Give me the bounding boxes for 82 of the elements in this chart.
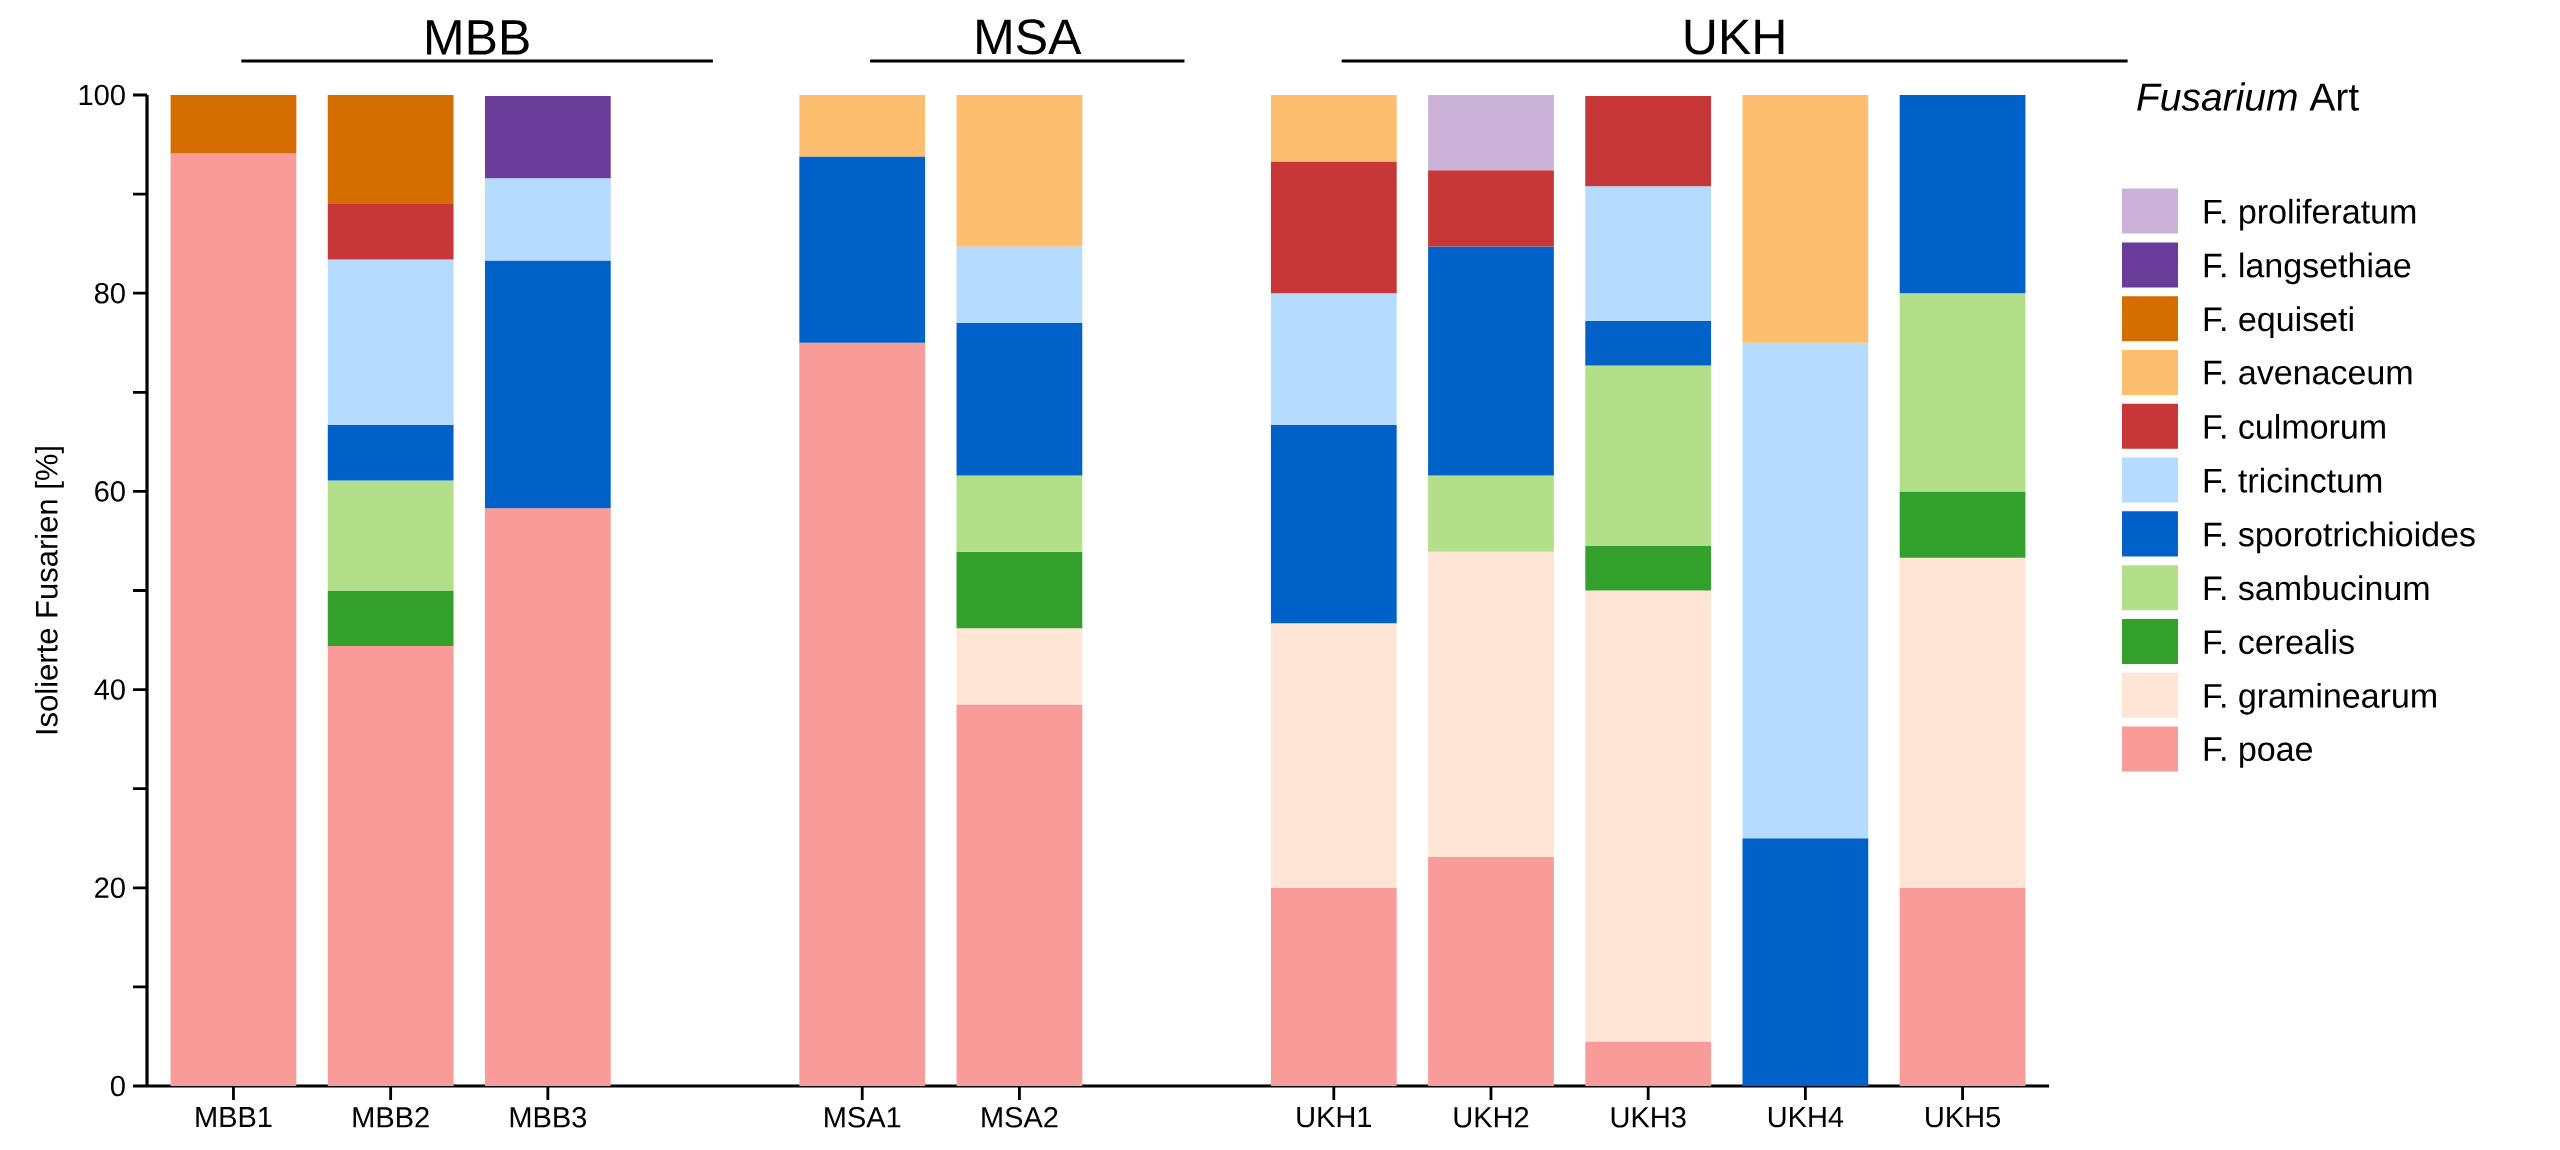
bar bbox=[1899, 491, 2026, 558]
legend-label: F. langsethiae bbox=[2204, 252, 2411, 285]
bar bbox=[1270, 424, 1397, 624]
bar bbox=[1270, 161, 1397, 294]
bar bbox=[799, 94, 926, 157]
bar bbox=[956, 322, 1083, 476]
x-tick-label: UKH4 bbox=[1768, 1107, 1844, 1128]
bar bbox=[1428, 246, 1554, 476]
bar bbox=[956, 704, 1083, 1086]
bar bbox=[327, 590, 454, 646]
legend-label: F. equiseti bbox=[2204, 306, 2353, 339]
bar bbox=[956, 475, 1083, 552]
bar bbox=[1585, 545, 1712, 591]
legend-label: F. sporotrichioides bbox=[2204, 521, 2475, 554]
bar bbox=[484, 95, 611, 179]
legend-label: F. poae bbox=[2204, 737, 2313, 768]
bar bbox=[1899, 557, 2026, 888]
bar bbox=[327, 424, 454, 481]
bar bbox=[1585, 365, 1712, 546]
bar bbox=[1428, 551, 1554, 858]
legend-label: F. avenaceum bbox=[2204, 360, 2412, 385]
x-tick-label: MSA1 bbox=[825, 1107, 901, 1128]
bar bbox=[1270, 887, 1397, 1086]
legend-label: F. sambucinum bbox=[2204, 575, 2429, 601]
bar bbox=[1585, 590, 1712, 1042]
y-tick-label: 100 bbox=[79, 84, 125, 106]
bar bbox=[1585, 1041, 1712, 1086]
bar bbox=[170, 153, 297, 1086]
bar bbox=[1585, 186, 1712, 321]
bar bbox=[1428, 94, 1554, 171]
bar bbox=[956, 246, 1083, 323]
bar bbox=[956, 628, 1083, 705]
bar bbox=[799, 342, 926, 1086]
y-tick-label: 20 bbox=[95, 877, 125, 899]
bar bbox=[327, 259, 454, 425]
x-tick-label: UKH1 bbox=[1297, 1107, 1372, 1128]
x-tick-label: MBB1 bbox=[196, 1107, 272, 1127]
bar bbox=[799, 156, 926, 343]
bar bbox=[484, 508, 611, 1086]
x-tick-label: MBB2 bbox=[353, 1107, 429, 1128]
x-tick-label: UKH5 bbox=[1926, 1107, 2001, 1128]
bar bbox=[327, 203, 454, 260]
bar bbox=[1428, 475, 1554, 552]
bar bbox=[1899, 94, 2026, 294]
bar bbox=[956, 551, 1083, 629]
bar bbox=[1899, 887, 2026, 1086]
bar bbox=[1585, 320, 1712, 366]
bar bbox=[1742, 94, 1869, 343]
y-tick-label: 40 bbox=[94, 679, 125, 700]
bar bbox=[327, 645, 454, 1086]
y-tick-label: 60 bbox=[95, 481, 125, 502]
legend-label: F. culmorum bbox=[2204, 413, 2385, 439]
bar bbox=[170, 94, 297, 154]
bar bbox=[1270, 623, 1397, 888]
bar bbox=[484, 260, 611, 509]
legend-label: F. proliferatum bbox=[2204, 198, 2416, 231]
x-tick-label: UKH2 bbox=[1454, 1107, 1529, 1128]
text: MSA bbox=[977, 19, 1082, 55]
bar bbox=[1585, 95, 1712, 187]
legend-label: F. graminearum bbox=[2204, 682, 2436, 715]
bar bbox=[1428, 170, 1554, 247]
bar bbox=[1428, 857, 1554, 1086]
legend-title: Fusarium Art bbox=[2137, 82, 2359, 111]
bar bbox=[327, 480, 454, 591]
y-axis-title: Isolierte Fusarien [%] bbox=[34, 447, 64, 734]
legend-label: F. tricinctum bbox=[2204, 467, 2382, 493]
bar bbox=[484, 178, 611, 261]
x-tick-label: MBB3 bbox=[510, 1107, 587, 1128]
x-tick-label: MSA2 bbox=[982, 1107, 1058, 1128]
bar bbox=[327, 94, 454, 204]
y-tick-label: 0 bbox=[110, 1075, 125, 1097]
legend-label: F. cerealis bbox=[2204, 629, 2354, 655]
bar bbox=[1899, 293, 2026, 492]
bar bbox=[956, 94, 1083, 247]
x-tick-label: UKH3 bbox=[1611, 1107, 1686, 1128]
bar bbox=[1270, 293, 1397, 425]
text: UKH bbox=[1685, 19, 1784, 55]
text: MBB bbox=[427, 20, 529, 55]
bar bbox=[1270, 94, 1397, 162]
bar bbox=[1742, 838, 1869, 1086]
bar bbox=[1742, 342, 1869, 839]
y-tick-label: 80 bbox=[94, 282, 125, 304]
